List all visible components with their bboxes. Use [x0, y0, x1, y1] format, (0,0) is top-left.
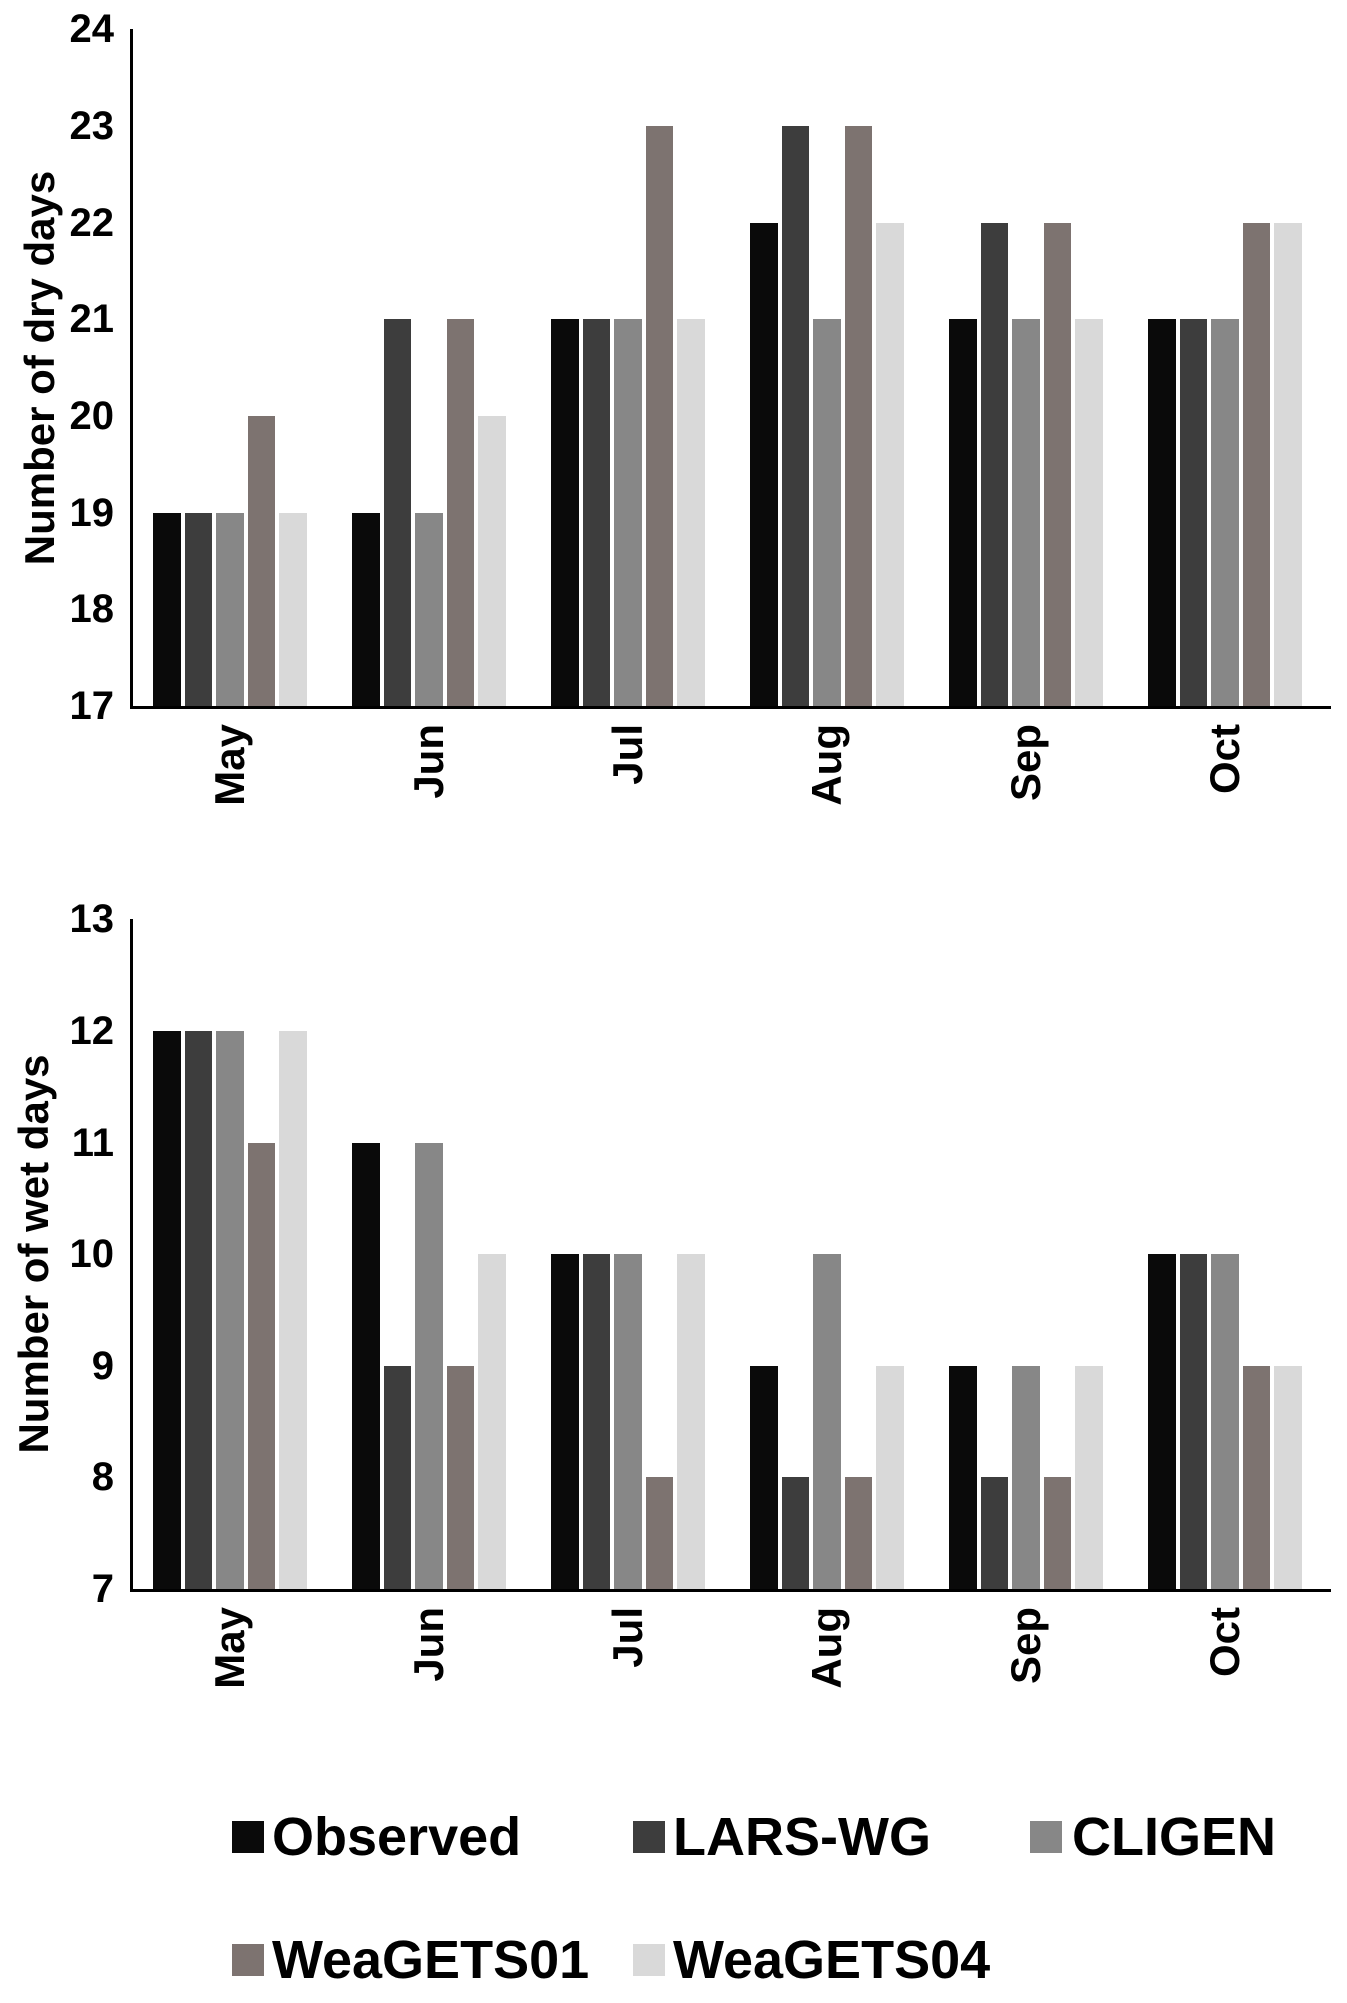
bar-cligen-sep: [1012, 1365, 1040, 1589]
bar-weagets01-jun: [446, 319, 475, 706]
y-tick-label: 7: [91, 1567, 114, 1611]
y-tick-label: 13: [69, 897, 115, 942]
bar-observed-may: [153, 1031, 181, 1589]
bar-cligen-oct: [1211, 319, 1239, 706]
bar-lars-wg-may: [184, 1031, 213, 1589]
x-tick-label-jul: Jul: [604, 1607, 651, 1668]
bar-observed-jun: [352, 512, 380, 706]
y-tick-label: 17: [69, 684, 115, 728]
bar-weagets04-may: [279, 512, 307, 706]
legend-swatch-observed: [232, 1821, 264, 1853]
bar-weagets04-aug: [876, 1365, 904, 1589]
bar-observed-aug: [750, 1365, 778, 1589]
bar-weagets04-jun: [478, 415, 506, 706]
bar-weagets01-aug: [844, 125, 873, 706]
bar-weagets01-oct: [1242, 1365, 1271, 1589]
bar-cligen-aug: [813, 319, 841, 706]
bar-lars-wg-aug: [781, 125, 810, 706]
y-tick-label: 22: [69, 200, 115, 245]
bar-lars-wg-aug: [781, 1477, 810, 1589]
bar-weagets01-jul: [645, 125, 674, 706]
bar-cligen-jun: [415, 1142, 443, 1589]
x-axis-line: [130, 706, 1331, 709]
bar-cligen-jul: [614, 319, 642, 706]
legend-label-lars-wg: LARS-WG: [673, 1807, 931, 1867]
bar-weagets01-aug: [844, 1477, 873, 1589]
y-tick-label: 23: [69, 103, 115, 148]
legend-swatch-weagets04: [633, 1944, 665, 1976]
y-tick-label: 24: [69, 7, 115, 52]
y-tick-label: 18: [69, 587, 115, 632]
y-tick-label: 11: [71, 1120, 114, 1165]
bar-weagets04-sep: [1075, 319, 1103, 706]
bar-lars-wg-jul: [582, 319, 611, 706]
legend-label-weagets01: WeaGETS01: [272, 1930, 590, 1990]
bar-weagets04-aug: [876, 222, 904, 706]
bar-weagets01-sep: [1043, 1477, 1072, 1589]
y-axis-line: [130, 919, 133, 1592]
bar-observed-jul: [551, 319, 579, 706]
bar-lars-wg-jun: [383, 319, 412, 706]
legend-swatch-weagets01: [232, 1944, 264, 1976]
x-axis-line: [130, 1589, 1331, 1592]
bar-observed-jun: [352, 1142, 380, 1589]
x-tick-label-sep: Sep: [1002, 1607, 1049, 1685]
bar-weagets04-sep: [1075, 1365, 1103, 1589]
bar-weagets01-may: [247, 1142, 276, 1589]
bar-weagets04-jun: [478, 1254, 506, 1589]
bar-cligen-jul: [614, 1254, 642, 1589]
bar-weagets01-may: [247, 415, 276, 706]
bar-weagets04-jul: [677, 1254, 705, 1589]
bar-lars-wg-jun: [383, 1365, 412, 1589]
legend-swatch-lars-wg: [633, 1821, 665, 1853]
x-tick-label-jun: Jun: [405, 1607, 452, 1682]
bar-cligen-jun: [415, 512, 443, 706]
bar-lars-wg-sep: [980, 222, 1009, 706]
x-tick-label-oct: Oct: [1201, 1607, 1248, 1678]
x-tick-label-may: May: [206, 1607, 253, 1689]
legend-label-weagets04: WeaGETS04: [673, 1930, 991, 1990]
bar-observed-may: [153, 512, 181, 706]
bar-cligen-may: [216, 512, 244, 706]
bar-lars-wg-may: [184, 512, 213, 706]
y-tick-label: 10: [69, 1232, 115, 1277]
bar-weagets04-oct: [1274, 222, 1302, 706]
bar-cligen-aug: [813, 1254, 841, 1589]
bar-cligen-may: [216, 1031, 244, 1589]
y-axis-line: [130, 29, 133, 709]
bar-observed-oct: [1148, 319, 1176, 706]
y-tick-label: 19: [69, 490, 115, 535]
bar-lars-wg-oct: [1179, 1254, 1208, 1589]
bar-lars-wg-sep: [980, 1477, 1009, 1589]
bar-cligen-oct: [1211, 1254, 1239, 1589]
bar-lars-wg-oct: [1179, 319, 1208, 706]
bar-weagets04-may: [279, 1031, 307, 1589]
y-tick-label: 20: [69, 393, 115, 438]
y-tick-label: 12: [69, 1009, 115, 1053]
bar-weagets01-jun: [446, 1365, 475, 1589]
bar-observed-oct: [1148, 1254, 1176, 1589]
legend-label-cligen: CLIGEN: [1072, 1807, 1277, 1867]
bar-observed-jul: [551, 1254, 579, 1589]
bar-weagets01-sep: [1043, 222, 1072, 706]
legend-swatch-cligen: [1030, 1821, 1062, 1853]
bar-lars-wg-jul: [582, 1254, 611, 1589]
bar-observed-sep: [949, 319, 977, 706]
y-tick-label: 21: [69, 297, 115, 342]
y-tick-label: 9: [91, 1343, 114, 1388]
bar-observed-aug: [750, 222, 778, 706]
bar-weagets04-jul: [677, 319, 705, 706]
x-tick-label-aug: Aug: [803, 1607, 850, 1689]
bar-weagets01-jul: [645, 1477, 674, 1589]
bar-cligen-sep: [1012, 319, 1040, 706]
bar-weagets04-oct: [1274, 1365, 1302, 1589]
bar-weagets01-oct: [1242, 222, 1271, 706]
y-tick-label: 8: [91, 1455, 114, 1500]
bar-observed-sep: [949, 1365, 977, 1589]
legend-label-observed: Observed: [272, 1807, 522, 1867]
